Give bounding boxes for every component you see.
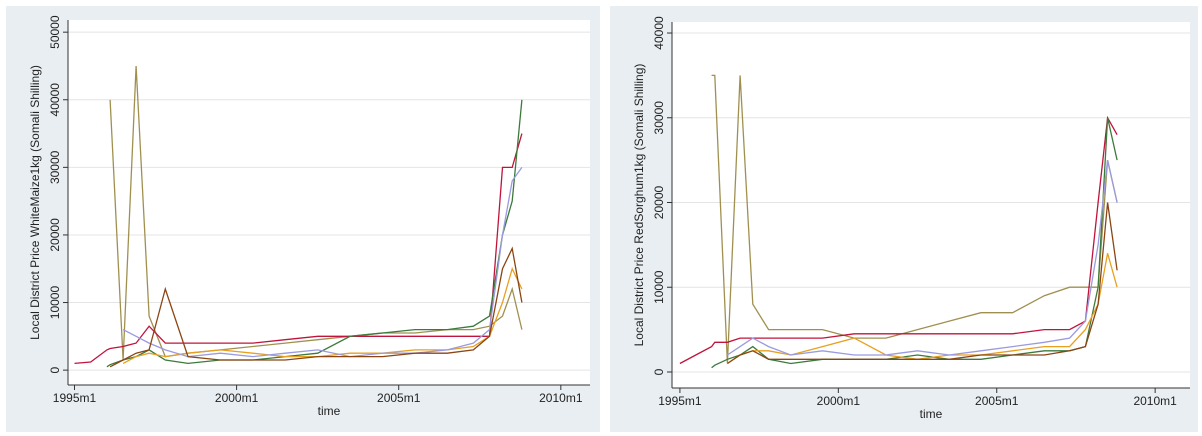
y-tick-label: 0 (652, 368, 666, 375)
y-axis-title: Local District Price RedSorghum1kg (Soma… (632, 64, 646, 347)
data-line (727, 159, 1118, 356)
data-line (727, 253, 1118, 365)
y-tick-label: 0 (48, 366, 62, 373)
y-tick-label: 50000 (48, 15, 62, 49)
y-tick-label: 10000 (652, 270, 666, 304)
x-axis-title: time (920, 407, 943, 421)
data-line (727, 202, 1118, 365)
x-axis-title: time (318, 404, 341, 418)
x-tick-label: 2000m1 (817, 394, 861, 408)
data-line (679, 115, 1118, 365)
y-tick-label: 10000 (48, 286, 62, 320)
data-line (122, 167, 523, 358)
x-tick-label: 2005m1 (377, 391, 421, 405)
y-tick-label: 40000 (652, 16, 666, 50)
x-tick-label: 2005m1 (975, 394, 1019, 408)
x-tick-label: 1995m1 (658, 394, 702, 408)
data-line (109, 246, 523, 368)
plot-area (68, 20, 590, 385)
x-tick-label: 2010m1 (539, 391, 583, 405)
data-line (122, 266, 523, 364)
plot-area (672, 22, 1190, 388)
y-tick-label: 30000 (652, 101, 666, 135)
x-tick-label: 2010m1 (1133, 394, 1177, 408)
x-tick-label: 2000m1 (215, 391, 259, 405)
y-tick-label: 40000 (48, 83, 62, 117)
y-axis-title: Local District Price WhiteMaize1kg (Soma… (28, 65, 42, 340)
y-tick-label: 20000 (48, 218, 62, 252)
y-tick-label: 30000 (48, 150, 62, 184)
x-tick-label: 1995m1 (53, 391, 97, 405)
y-tick-label: 20000 (652, 185, 666, 219)
